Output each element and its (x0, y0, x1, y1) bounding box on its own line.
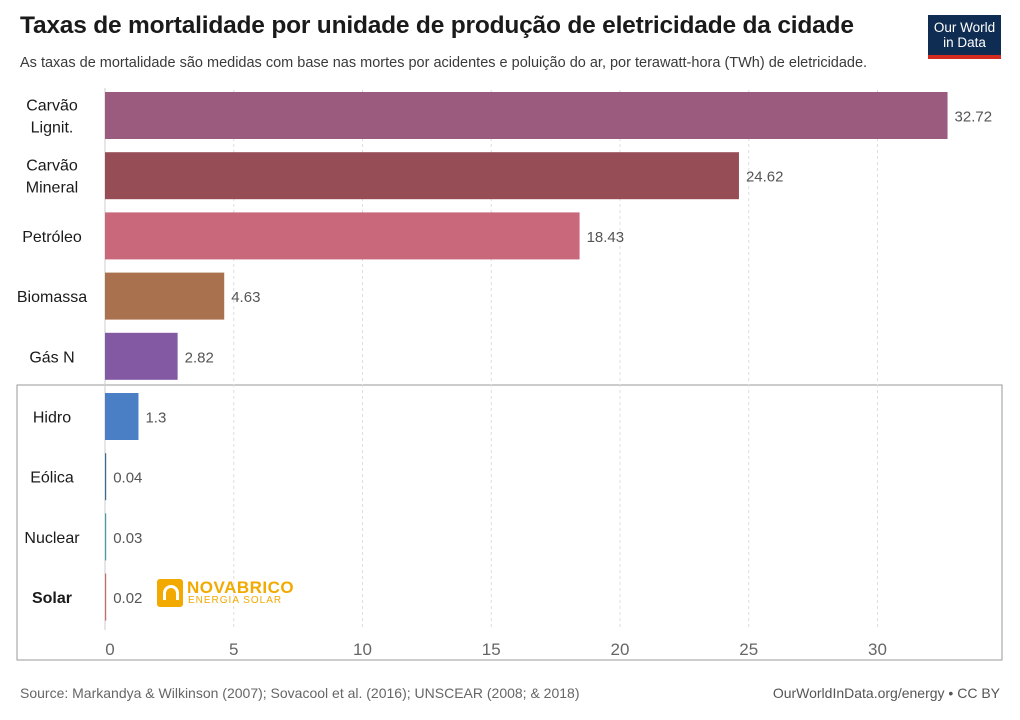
category-label: Eólica (30, 470, 74, 487)
bar (105, 393, 139, 440)
bar-chart: 0 5 10 15 20 25 30 32.72 Carvão Lignit. 24.62 Carvã… (16, 88, 1003, 661)
bar (105, 453, 107, 501)
value-label: 4.63 (231, 289, 260, 306)
bar (105, 272, 225, 320)
bar (105, 573, 107, 621)
x-tick-label: 10 (353, 640, 372, 659)
value-label: 1.3 (145, 410, 166, 427)
category-label: Mineral (26, 180, 78, 197)
category-label: Carvão (26, 98, 78, 115)
category-label: Solar (32, 590, 72, 607)
bar (105, 332, 178, 380)
watermark-tagline: ENERGIA SOLAR (188, 595, 283, 606)
bar (105, 92, 948, 139)
x-tick-label: 5 (229, 640, 238, 659)
value-label: 32.72 (955, 109, 993, 126)
category-label: Lignit. (31, 120, 74, 137)
source-note: Source: Markandya & Wilkinson (2007); So… (20, 685, 580, 701)
x-tick-label: 25 (739, 640, 758, 659)
novabrico-logo-icon (157, 579, 183, 607)
category-label: Biomassa (17, 289, 87, 306)
bar (105, 212, 580, 260)
category-label: Gás N (29, 349, 74, 366)
category-label: Nuclear (24, 530, 80, 547)
category-label: Hidro (33, 410, 71, 427)
value-label: 24.62 (746, 169, 784, 186)
x-tick-label: 15 (482, 640, 501, 659)
category-label: Carvão (26, 158, 78, 175)
value-label: 2.82 (185, 349, 214, 366)
category-label: Petróleo (22, 229, 82, 246)
highlight-box (16, 384, 1003, 661)
logo-line-1: Our World (933, 20, 996, 35)
chart-title: Taxas de mortalidade por unidade de prod… (20, 12, 854, 39)
value-label: 18.43 (587, 229, 625, 246)
owid-logo[interactable]: Our World in Data (928, 15, 1001, 59)
bar (105, 152, 739, 200)
x-tick-label: 30 (868, 640, 887, 659)
value-label: 0.02 (113, 590, 142, 607)
logo-line-2: in Data (943, 35, 986, 50)
x-tick-label: 0 (105, 640, 114, 659)
watermark-name: NOVABRICO (187, 578, 295, 597)
value-label: 0.03 (113, 530, 142, 547)
value-label: 0.04 (113, 470, 142, 487)
credit-link[interactable]: OurWorldInData.org/energy • CC BY (772, 685, 1000, 701)
bar (105, 513, 107, 561)
x-tick-label: 20 (611, 640, 630, 659)
chart-subtitle: As taxas de mortalidade são medidas com … (20, 55, 868, 71)
